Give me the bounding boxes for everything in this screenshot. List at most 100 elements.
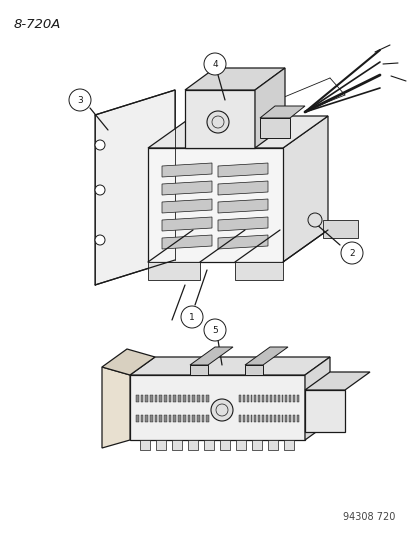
- Bar: [238, 395, 240, 402]
- Polygon shape: [244, 365, 262, 375]
- Bar: [269, 415, 271, 422]
- Bar: [250, 415, 252, 422]
- Bar: [154, 395, 157, 402]
- Circle shape: [95, 140, 105, 150]
- Bar: [292, 395, 294, 402]
- Bar: [273, 395, 275, 402]
- Bar: [261, 395, 263, 402]
- Bar: [145, 395, 148, 402]
- Circle shape: [95, 185, 105, 195]
- Bar: [250, 395, 252, 402]
- Bar: [197, 395, 199, 402]
- Bar: [266, 415, 267, 422]
- Polygon shape: [235, 262, 282, 280]
- Polygon shape: [161, 163, 211, 177]
- Polygon shape: [304, 372, 369, 390]
- Bar: [277, 415, 279, 422]
- Circle shape: [340, 242, 362, 264]
- Bar: [169, 395, 171, 402]
- Polygon shape: [204, 440, 214, 450]
- Polygon shape: [161, 217, 211, 231]
- Polygon shape: [190, 347, 233, 365]
- Polygon shape: [235, 440, 245, 450]
- Bar: [297, 415, 298, 422]
- Polygon shape: [130, 357, 329, 375]
- Polygon shape: [252, 440, 261, 450]
- Bar: [261, 415, 263, 422]
- Bar: [254, 395, 256, 402]
- Bar: [140, 395, 143, 402]
- Bar: [285, 415, 287, 422]
- Polygon shape: [147, 116, 327, 148]
- Polygon shape: [130, 375, 304, 440]
- Bar: [178, 395, 180, 402]
- Polygon shape: [218, 181, 267, 195]
- Circle shape: [69, 89, 91, 111]
- Circle shape: [204, 319, 225, 341]
- Polygon shape: [185, 68, 284, 90]
- Bar: [192, 415, 195, 422]
- Text: 8-720A: 8-720A: [14, 18, 61, 31]
- Bar: [169, 415, 171, 422]
- Bar: [183, 395, 185, 402]
- Bar: [150, 395, 152, 402]
- Bar: [150, 415, 152, 422]
- Polygon shape: [218, 217, 267, 231]
- Polygon shape: [304, 390, 344, 432]
- Circle shape: [204, 53, 225, 75]
- Bar: [266, 395, 267, 402]
- Bar: [206, 415, 209, 422]
- Polygon shape: [161, 199, 211, 213]
- Polygon shape: [190, 365, 207, 375]
- Bar: [297, 395, 298, 402]
- Circle shape: [211, 399, 233, 421]
- Circle shape: [95, 235, 105, 245]
- Bar: [238, 415, 240, 422]
- Circle shape: [206, 111, 228, 133]
- Bar: [178, 415, 180, 422]
- Polygon shape: [161, 235, 211, 249]
- Polygon shape: [161, 181, 211, 195]
- Bar: [246, 415, 248, 422]
- Bar: [289, 415, 291, 422]
- Polygon shape: [147, 148, 282, 262]
- Bar: [201, 415, 204, 422]
- Bar: [145, 415, 148, 422]
- Bar: [159, 395, 162, 402]
- Bar: [140, 415, 143, 422]
- Circle shape: [307, 213, 321, 227]
- Bar: [285, 395, 287, 402]
- Bar: [242, 395, 244, 402]
- Bar: [206, 395, 209, 402]
- Polygon shape: [140, 440, 150, 450]
- Bar: [187, 415, 190, 422]
- Polygon shape: [218, 199, 267, 213]
- Text: 3: 3: [77, 96, 83, 105]
- Bar: [289, 395, 291, 402]
- Bar: [164, 415, 166, 422]
- Polygon shape: [102, 349, 154, 375]
- Circle shape: [180, 306, 202, 328]
- Polygon shape: [218, 163, 267, 177]
- Text: 2: 2: [348, 249, 354, 258]
- Polygon shape: [156, 440, 166, 450]
- Polygon shape: [95, 90, 175, 285]
- Bar: [136, 415, 138, 422]
- Bar: [292, 415, 294, 422]
- Bar: [164, 395, 166, 402]
- Bar: [154, 415, 157, 422]
- Bar: [197, 415, 199, 422]
- Bar: [201, 395, 204, 402]
- Bar: [159, 415, 162, 422]
- Bar: [192, 395, 195, 402]
- Polygon shape: [171, 440, 182, 450]
- Bar: [183, 415, 185, 422]
- Polygon shape: [102, 367, 130, 448]
- Text: 1: 1: [189, 313, 195, 322]
- Bar: [258, 395, 260, 402]
- Polygon shape: [283, 440, 293, 450]
- Bar: [277, 395, 279, 402]
- Polygon shape: [219, 440, 230, 450]
- Polygon shape: [244, 347, 287, 365]
- Bar: [173, 395, 176, 402]
